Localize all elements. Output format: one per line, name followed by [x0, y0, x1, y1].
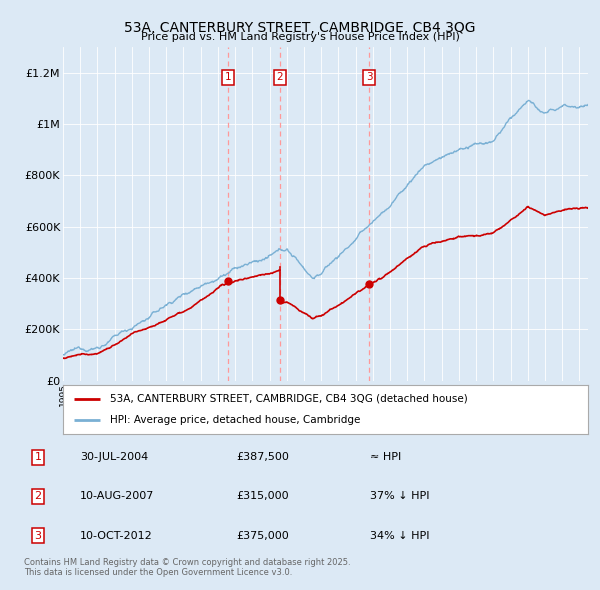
- Text: 34% ↓ HPI: 34% ↓ HPI: [370, 530, 430, 540]
- Text: 53A, CANTERBURY STREET, CAMBRIDGE, CB4 3QG: 53A, CANTERBURY STREET, CAMBRIDGE, CB4 3…: [124, 21, 476, 35]
- Text: 37% ↓ HPI: 37% ↓ HPI: [370, 491, 430, 502]
- Text: 1: 1: [34, 453, 41, 463]
- Text: 3: 3: [34, 530, 41, 540]
- Text: £315,000: £315,000: [236, 491, 289, 502]
- Text: HPI: Average price, detached house, Cambridge: HPI: Average price, detached house, Camb…: [110, 415, 361, 425]
- Text: Contains HM Land Registry data © Crown copyright and database right 2025.
This d: Contains HM Land Registry data © Crown c…: [24, 558, 350, 577]
- Text: 1: 1: [224, 72, 231, 82]
- Text: Price paid vs. HM Land Registry's House Price Index (HPI): Price paid vs. HM Land Registry's House …: [140, 32, 460, 42]
- Text: 30-JUL-2004: 30-JUL-2004: [80, 453, 148, 463]
- Text: 10-AUG-2007: 10-AUG-2007: [80, 491, 154, 502]
- Text: 53A, CANTERBURY STREET, CAMBRIDGE, CB4 3QG (detached house): 53A, CANTERBURY STREET, CAMBRIDGE, CB4 3…: [110, 394, 468, 404]
- Text: £375,000: £375,000: [236, 530, 289, 540]
- Text: 3: 3: [366, 72, 373, 82]
- Text: ≈ HPI: ≈ HPI: [370, 453, 401, 463]
- Text: 2: 2: [277, 72, 283, 82]
- Text: 2: 2: [34, 491, 41, 502]
- Text: £387,500: £387,500: [236, 453, 289, 463]
- Text: 10-OCT-2012: 10-OCT-2012: [80, 530, 152, 540]
